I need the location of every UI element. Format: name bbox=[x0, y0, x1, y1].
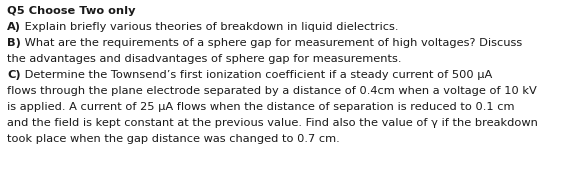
Text: C): C) bbox=[7, 70, 21, 80]
Text: Q5 Choose Two only: Q5 Choose Two only bbox=[7, 6, 136, 16]
Text: flows through the plane electrode separated by a distance of 0.4cm when a voltag: flows through the plane electrode separa… bbox=[7, 86, 536, 96]
Text: Determine the Townsend’s first ionization coefficient if a steady current of 500: Determine the Townsend’s first ionizatio… bbox=[21, 70, 492, 80]
Text: took place when the gap distance was changed to 0.7 cm.: took place when the gap distance was cha… bbox=[7, 134, 340, 144]
Text: is applied. A current of 25 μA flows when the distance of separation is reduced : is applied. A current of 25 μA flows whe… bbox=[7, 102, 515, 112]
Text: the advantages and disadvantages of sphere gap for measurements.: the advantages and disadvantages of sphe… bbox=[7, 54, 401, 64]
Text: B): B) bbox=[7, 38, 21, 48]
Text: Explain briefly various theories of breakdown in liquid dielectrics.: Explain briefly various theories of brea… bbox=[21, 22, 398, 32]
Text: A): A) bbox=[7, 22, 21, 32]
Text: and the field is kept constant at the previous value. Find also the value of γ i: and the field is kept constant at the pr… bbox=[7, 118, 538, 128]
Text: What are the requirements of a sphere gap for measurement of high voltages? Disc: What are the requirements of a sphere ga… bbox=[21, 38, 522, 48]
